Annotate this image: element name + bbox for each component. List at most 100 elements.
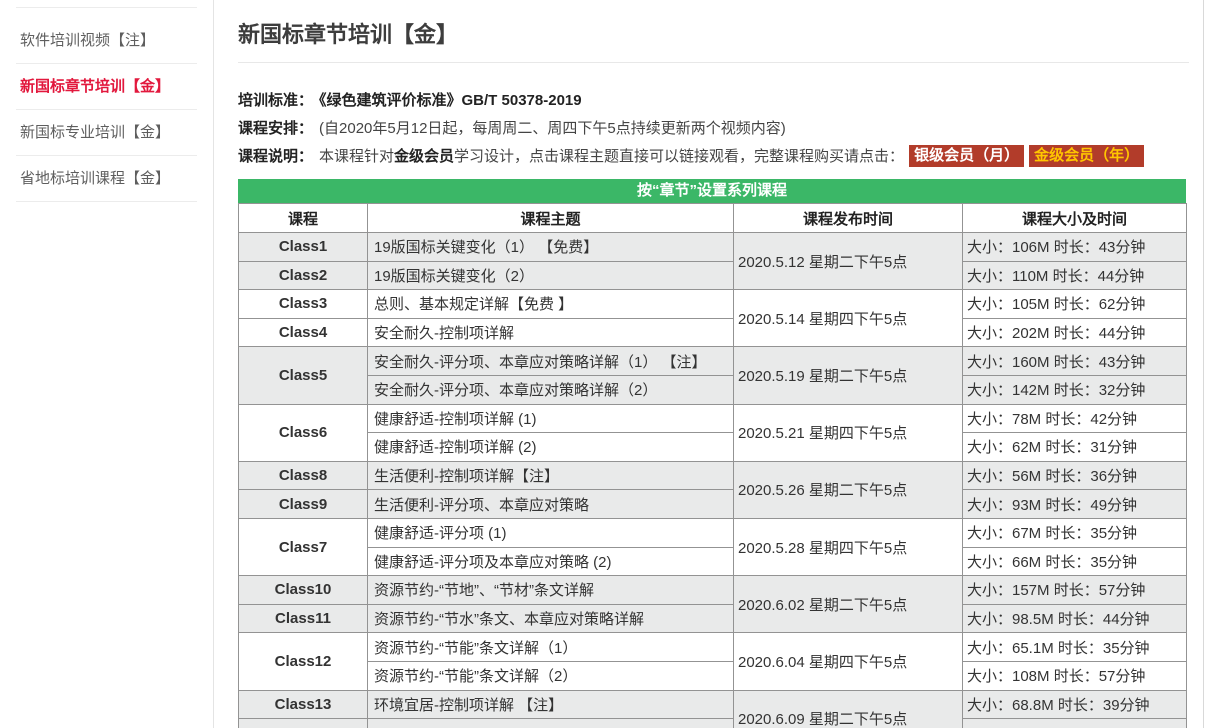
gold-member-button[interactable]: 金级会员（年） bbox=[1029, 145, 1145, 167]
table-row: Class11 资源节约-“节水”条文、本章应对策略详解 大小：98.5M 时长：4… bbox=[238, 603, 1187, 634]
size-cell: 大小：78M 时长：42分钟 bbox=[962, 403, 1187, 434]
class-cell: Class1 bbox=[238, 232, 368, 262]
course-table: 课程 课程主题 课程发布时间 课程大小及时间 Class1 19版国标关键变化（1） 【… bbox=[238, 203, 1187, 728]
size-cell: 大小：68.8M 时长：39分钟 bbox=[962, 689, 1187, 720]
main-content: 新国标章节培训【金】 培训标准： 《绿色建筑评价标准》GB/T 50378-201… bbox=[214, 0, 1203, 728]
table-row: Class2 19版国标关键变化（2） 大小：110M 时长：44分钟 bbox=[238, 260, 1187, 291]
topic-link-cell[interactable]: 资源节约-“节水”条文、本章应对策略详解 bbox=[367, 603, 734, 634]
table-row: Class10 资源节约-“节地”、“节材”条文详解 2020.6.02 星期二下午… bbox=[238, 575, 1187, 634]
table-row: Class13 环境宜居-控制项详解 【注】 2020.6.09 星期二下午5点 大小… bbox=[238, 689, 1187, 728]
date-cell: 2020.6.09 星期二下午5点 bbox=[733, 689, 963, 728]
description-pre: 本课程针对 bbox=[319, 148, 395, 165]
sidebar-divider bbox=[213, 0, 214, 728]
size-cell: 大小：66M 时长：35分钟 bbox=[962, 546, 1187, 577]
date-cell: 2020.5.21 星期四下午5点 bbox=[733, 403, 963, 462]
page-title: 新国标章节培训【金】 bbox=[238, 22, 459, 47]
size-cell: 大小：106M 时长：43分钟 bbox=[962, 232, 1187, 262]
class-cell: Class9 bbox=[238, 489, 368, 519]
topic-link-cell[interactable] bbox=[367, 718, 734, 728]
topic-link-cell[interactable]: 健康舒适-评分项 (1) bbox=[367, 517, 734, 548]
schedule-label: 课程安排： bbox=[238, 120, 314, 137]
table-row: 安全耐久-评分项、本章应对策略详解（2） 大小：142M 时长：32分钟 bbox=[239, 374, 1187, 405]
table-row bbox=[238, 718, 1187, 728]
sidebar-item-provincial-training[interactable]: 省地标培训课程【金】 bbox=[16, 156, 197, 202]
date-cell: 2020.6.02 星期二下午5点 bbox=[733, 575, 963, 634]
topic-link-cell[interactable]: 总则、基本规定详解【免费 】 bbox=[367, 289, 734, 319]
class-cell: Class3 bbox=[238, 289, 368, 319]
table-row: Class3 总则、基本规定详解【免费 】 2020.5.14 星期四下午5点 大小：… bbox=[238, 289, 1187, 348]
table-row: Class5 安全耐久-评分项、本章应对策略详解（1） 【注】 2020.5.19 … bbox=[238, 346, 1187, 405]
topic-link-cell[interactable]: 资源节约-“节能”条文详解（2） bbox=[367, 660, 734, 691]
topic-link-cell[interactable]: 资源节约-“节能”条文详解（1） bbox=[367, 632, 734, 662]
size-cell: 大小：93M 时长：49分钟 bbox=[962, 489, 1187, 519]
class-cell: Class5 bbox=[238, 346, 368, 405]
topic-link-cell[interactable]: 生活便利-评分项、本章应对策略 bbox=[367, 489, 734, 519]
column-header: 课程大小及时间 bbox=[962, 203, 1187, 233]
right-page-divider bbox=[1203, 0, 1204, 728]
standard-value: 《绿色建筑评价标准》GB/T 50378-2019 bbox=[319, 92, 582, 109]
description-post: 学习设计，点击课程主题直接可以链接观看，完整课程购买请点击： bbox=[454, 148, 905, 165]
topic-link-cell[interactable]: 19版国标关键变化（2） bbox=[367, 260, 734, 291]
size-cell: 大小：108M 时长：57分钟 bbox=[962, 660, 1187, 691]
table-row: Class4 安全耐久-控制项详解 大小：202M 时长：44分钟 bbox=[238, 317, 1187, 348]
size-cell: 大小：56M 时长：36分钟 bbox=[962, 460, 1187, 491]
info-line-standard: 培训标准： 《绿色建筑评价标准》GB/T 50378-2019 bbox=[238, 87, 1189, 115]
schedule-value: (自2020年5月12日起，每周周二、周四下午5点持续更新两个视频内容) bbox=[319, 120, 786, 137]
topic-link-cell[interactable]: 健康舒适-控制项详解 (1) bbox=[367, 403, 734, 434]
header-row: 课程 课程主题 课程发布时间 课程大小及时间 bbox=[238, 203, 1187, 233]
column-header: 课程发布时间 bbox=[733, 203, 963, 233]
date-cell: 2020.5.28 星期四下午5点 bbox=[733, 517, 963, 577]
date-cell: 2020.5.14 星期四下午5点 bbox=[733, 289, 963, 348]
topic-link-cell[interactable]: 19版国标关键变化（1） 【免费】 bbox=[367, 232, 734, 262]
table-row: Class1 19版国标关键变化（1） 【免费】 2020.5.12 星期二下午5点… bbox=[238, 231, 1187, 291]
sidebar-item-software-training[interactable]: 软件培训视频【注】 bbox=[16, 8, 197, 64]
course-table-body: Class1 19版国标关键变化（1） 【免费】 2020.5.12 星期二下午5点… bbox=[238, 231, 1187, 728]
sidebar-item-chapter-training-active[interactable]: 新国标章节培训【金】 bbox=[16, 64, 197, 110]
size-cell: 大小：98.5M 时长：44分钟 bbox=[962, 603, 1187, 634]
class-cell: Class2 bbox=[238, 260, 368, 291]
table-row: Class12 资源节约-“节能”条文详解（1） 2020.6.04 星期四下午5点… bbox=[238, 632, 1187, 691]
info-line-schedule: 课程安排： (自2020年5月12日起，每周周二、周四下午5点持续更新两个视频内容… bbox=[238, 115, 1189, 143]
date-cell: 2020.6.04 星期四下午5点 bbox=[733, 632, 963, 691]
size-cell: 大小：105M 时长：62分钟 bbox=[962, 289, 1187, 319]
description-label: 课程说明： bbox=[238, 148, 314, 165]
date-cell: 2020.5.12 星期二下午5点 bbox=[733, 231, 963, 291]
class-cell: Class4 bbox=[238, 317, 368, 348]
description-member-bold: 金级会员 bbox=[394, 148, 455, 165]
title-divider bbox=[238, 62, 1189, 63]
size-cell: 大小：160M 时长：43分钟 bbox=[962, 346, 1187, 376]
column-header: 课程主题 bbox=[367, 203, 734, 233]
topic-link-cell[interactable]: 健康舒适-控制项详解 (2) bbox=[367, 432, 734, 462]
sidebar-menu: 软件培训视频【注】 新国标章节培训【金】 新国标专业培训【金】 省地标培训课程【… bbox=[16, 7, 197, 202]
class-cell: Class6 bbox=[238, 403, 368, 462]
sidebar: 软件培训视频【注】 新国标章节培训【金】 新国标专业培训【金】 省地标培训课程【… bbox=[0, 0, 213, 728]
topic-link-cell[interactable]: 生活便利-控制项详解【注】 bbox=[367, 460, 734, 491]
date-cell: 2020.5.26 星期二下午5点 bbox=[733, 460, 963, 519]
table-row: Class8 生活便利-控制项详解【注】 2020.5.26 星期二下午5点 大小：5… bbox=[238, 460, 1187, 519]
table-row: 资源节约-“节能”条文详解（2） 大小：108M 时长：57分钟 bbox=[239, 660, 1187, 691]
size-cell: 大小：202M 时长：44分钟 bbox=[962, 317, 1187, 348]
course-info: 培训标准： 《绿色建筑评价标准》GB/T 50378-2019 课程安排： (自20… bbox=[238, 87, 1189, 171]
class-cell: Class13 bbox=[238, 689, 368, 720]
silver-member-button[interactable]: 银级会员（月） bbox=[909, 145, 1025, 167]
class-cell: Class12 bbox=[238, 632, 368, 691]
table-row: 健康舒适-控制项详解 (2) 大小：62M 时长：31分钟 bbox=[239, 432, 1187, 462]
table-row: Class6 健康舒适-控制项详解 (1) 2020.5.21 星期四下午5点 大小：… bbox=[238, 403, 1187, 462]
table-banner: 按“章节”设置系列课程 bbox=[238, 179, 1186, 203]
topic-link-cell[interactable]: 安全耐久-评分项、本章应对策略详解（2） bbox=[367, 374, 734, 405]
size-cell: 大小：110M 时长：44分钟 bbox=[962, 260, 1187, 291]
topic-link-cell[interactable]: 健康舒适-评分项及本章应对策略 (2) bbox=[367, 546, 734, 577]
info-line-description: 课程说明： 本课程针对金级会员学习设计，点击课程主题直接可以链接观看，完整课程购买… bbox=[238, 143, 1189, 171]
standard-label: 培训标准： bbox=[238, 92, 314, 109]
class-cell: Class8 bbox=[238, 460, 368, 491]
class-cell: Class10 bbox=[238, 575, 368, 605]
topic-link-cell[interactable]: 资源节约-“节地”、“节材”条文详解 bbox=[367, 575, 734, 605]
sidebar-item-professional-training[interactable]: 新国标专业培训【金】 bbox=[16, 110, 197, 156]
class-cell bbox=[238, 718, 368, 728]
topic-link-cell[interactable]: 安全耐久-评分项、本章应对策略详解（1） 【注】 bbox=[367, 346, 734, 376]
topic-link-cell[interactable]: 环境宜居-控制项详解 【注】 bbox=[367, 689, 734, 720]
topic-link-cell[interactable]: 安全耐久-控制项详解 bbox=[367, 317, 734, 348]
size-cell bbox=[962, 718, 1187, 728]
size-cell: 大小：67M 时长：35分钟 bbox=[962, 517, 1187, 548]
